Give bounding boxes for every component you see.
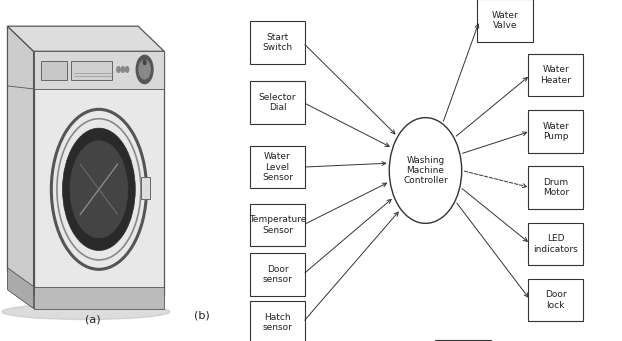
FancyBboxPatch shape [250,21,305,64]
Circle shape [136,55,153,84]
Circle shape [121,66,124,72]
FancyBboxPatch shape [250,204,305,246]
Circle shape [126,66,129,72]
Text: Drum
Motor: Drum Motor [542,178,569,197]
Text: Water
Valve: Water Valve [491,11,518,30]
Text: Start
Switch: Start Switch [262,33,292,52]
Text: Door
sensor: Door sensor [262,265,292,284]
Text: (b): (b) [193,311,210,321]
FancyBboxPatch shape [477,0,532,42]
FancyBboxPatch shape [528,279,583,321]
FancyBboxPatch shape [528,54,583,96]
Ellipse shape [2,304,170,320]
Ellipse shape [389,118,462,223]
FancyBboxPatch shape [250,146,305,188]
FancyBboxPatch shape [250,301,305,341]
Text: Selector
Dial: Selector Dial [259,93,296,112]
Text: Water
Heater: Water Heater [541,65,571,85]
Circle shape [143,60,146,64]
Circle shape [70,141,128,238]
Polygon shape [34,51,164,296]
Text: Door
lock: Door lock [545,291,567,310]
FancyBboxPatch shape [250,81,305,124]
FancyBboxPatch shape [528,166,583,209]
Polygon shape [7,268,34,309]
FancyBboxPatch shape [34,51,164,89]
FancyBboxPatch shape [141,177,151,199]
Text: Water
Pump: Water Pump [542,122,569,141]
Text: Temperature
Sensor: Temperature Sensor [249,216,306,235]
Text: (a): (a) [85,314,101,324]
Text: Water
Level
Sensor: Water Level Sensor [262,152,293,182]
Circle shape [62,128,136,251]
FancyBboxPatch shape [435,340,491,341]
Circle shape [139,60,151,79]
FancyBboxPatch shape [528,110,583,153]
FancyBboxPatch shape [71,61,112,79]
Polygon shape [7,26,34,296]
FancyBboxPatch shape [250,253,305,296]
Circle shape [117,66,120,72]
Polygon shape [34,286,164,309]
Polygon shape [7,26,164,51]
Text: Hatch
sensor: Hatch sensor [262,313,292,332]
FancyBboxPatch shape [528,223,583,265]
FancyBboxPatch shape [41,61,67,79]
Text: Washing
Machine
Controller: Washing Machine Controller [403,155,448,186]
Text: LED
indicators: LED indicators [534,234,578,253]
